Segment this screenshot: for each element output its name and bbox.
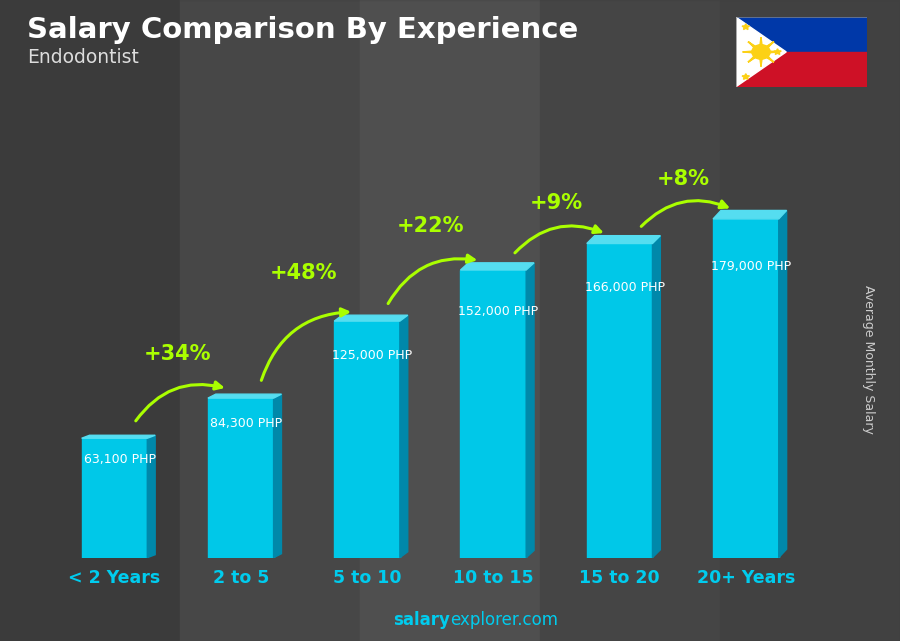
Polygon shape [334, 315, 408, 321]
Polygon shape [761, 37, 762, 52]
Polygon shape [748, 52, 761, 62]
Text: +9%: +9% [530, 193, 583, 213]
Bar [334, 321, 400, 558]
Text: Endodontist: Endodontist [27, 48, 139, 67]
FancyArrowPatch shape [136, 382, 221, 421]
FancyArrowPatch shape [515, 226, 600, 253]
Polygon shape [736, 17, 867, 52]
Text: 166,000 PHP: 166,000 PHP [585, 281, 665, 294]
Polygon shape [587, 236, 661, 244]
Polygon shape [761, 52, 779, 53]
Polygon shape [742, 74, 750, 79]
Polygon shape [748, 52, 761, 62]
Bar [0, 0, 180, 641]
Text: 152,000 PHP: 152,000 PHP [458, 304, 538, 317]
FancyArrowPatch shape [388, 255, 474, 304]
Text: salary: salary [393, 612, 450, 629]
Polygon shape [761, 52, 762, 67]
Polygon shape [761, 42, 774, 52]
Polygon shape [760, 37, 761, 52]
FancyArrowPatch shape [642, 201, 727, 226]
Text: 125,000 PHP: 125,000 PHP [332, 349, 412, 363]
Text: explorer.com: explorer.com [450, 612, 558, 629]
Text: 179,000 PHP: 179,000 PHP [711, 260, 791, 272]
Bar [587, 244, 652, 558]
Polygon shape [761, 52, 774, 62]
Polygon shape [761, 52, 774, 62]
Text: +48%: +48% [270, 263, 338, 283]
Text: Salary Comparison By Experience: Salary Comparison By Experience [27, 16, 578, 44]
Polygon shape [400, 315, 408, 558]
Polygon shape [736, 52, 867, 87]
Polygon shape [778, 210, 787, 558]
Polygon shape [736, 17, 787, 87]
Bar [82, 438, 148, 558]
Bar [180, 0, 360, 641]
Text: +34%: +34% [144, 344, 212, 364]
Polygon shape [774, 49, 781, 54]
Polygon shape [742, 51, 761, 52]
Polygon shape [652, 236, 661, 558]
Bar [540, 0, 720, 641]
Polygon shape [760, 52, 761, 67]
Polygon shape [742, 52, 761, 53]
Text: Average Monthly Salary: Average Monthly Salary [862, 285, 875, 433]
Text: 63,100 PHP: 63,100 PHP [84, 453, 156, 465]
Polygon shape [208, 394, 282, 398]
Polygon shape [526, 263, 534, 558]
FancyArrowPatch shape [261, 309, 347, 380]
Text: 84,300 PHP: 84,300 PHP [210, 417, 282, 430]
Polygon shape [82, 435, 155, 438]
Circle shape [752, 45, 770, 59]
Bar [720, 0, 900, 641]
Polygon shape [748, 42, 761, 52]
Polygon shape [148, 435, 155, 558]
Polygon shape [748, 42, 761, 52]
Bar [360, 0, 540, 641]
Bar [713, 219, 778, 558]
Text: +22%: +22% [396, 216, 464, 236]
Text: +8%: +8% [656, 169, 709, 188]
Polygon shape [713, 210, 787, 219]
Polygon shape [742, 24, 750, 29]
Polygon shape [461, 263, 534, 270]
Polygon shape [761, 51, 779, 52]
Bar [208, 398, 274, 558]
Bar [461, 270, 526, 558]
Polygon shape [736, 17, 867, 87]
Polygon shape [274, 394, 282, 558]
Polygon shape [761, 42, 774, 52]
